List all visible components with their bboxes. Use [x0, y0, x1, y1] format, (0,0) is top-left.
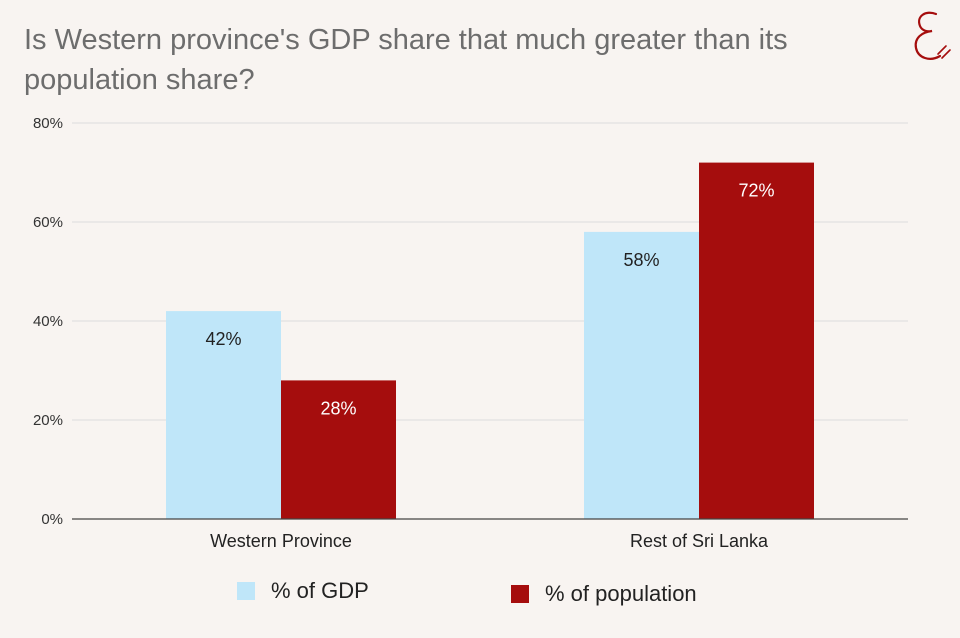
legend-swatch-gdp	[237, 582, 255, 600]
legend-item-population: % of population	[511, 581, 697, 607]
chart-title: Is Western province's GDP share that muc…	[24, 24, 788, 96]
y-tick-label: 60%	[33, 214, 63, 231]
bar-population	[281, 380, 396, 519]
legend-label-gdp: % of GDP	[271, 578, 369, 603]
x-tick-label: Rest of Sri Lanka	[630, 531, 769, 551]
legend-item-gdp: % of GDP	[237, 578, 369, 604]
bar-data-label: 58%	[623, 250, 659, 270]
bar-gdp	[166, 311, 281, 519]
stylized-e-logo-icon	[914, 11, 951, 60]
y-tick-label: 80%	[33, 115, 63, 132]
legend-label-population: % of population	[545, 581, 697, 606]
y-tick-label: 0%	[41, 511, 63, 528]
bar-gdp	[584, 231, 699, 519]
bar-data-label: 72%	[738, 181, 774, 201]
y-tick-label: 20%	[33, 412, 63, 429]
y-tick-label: 40%	[33, 313, 63, 330]
bar-population	[699, 162, 814, 519]
bar-data-label: 28%	[320, 398, 356, 418]
x-tick-label: Western Province	[210, 531, 352, 551]
bar-data-label: 42%	[205, 329, 241, 349]
legend-swatch-population	[511, 585, 529, 603]
